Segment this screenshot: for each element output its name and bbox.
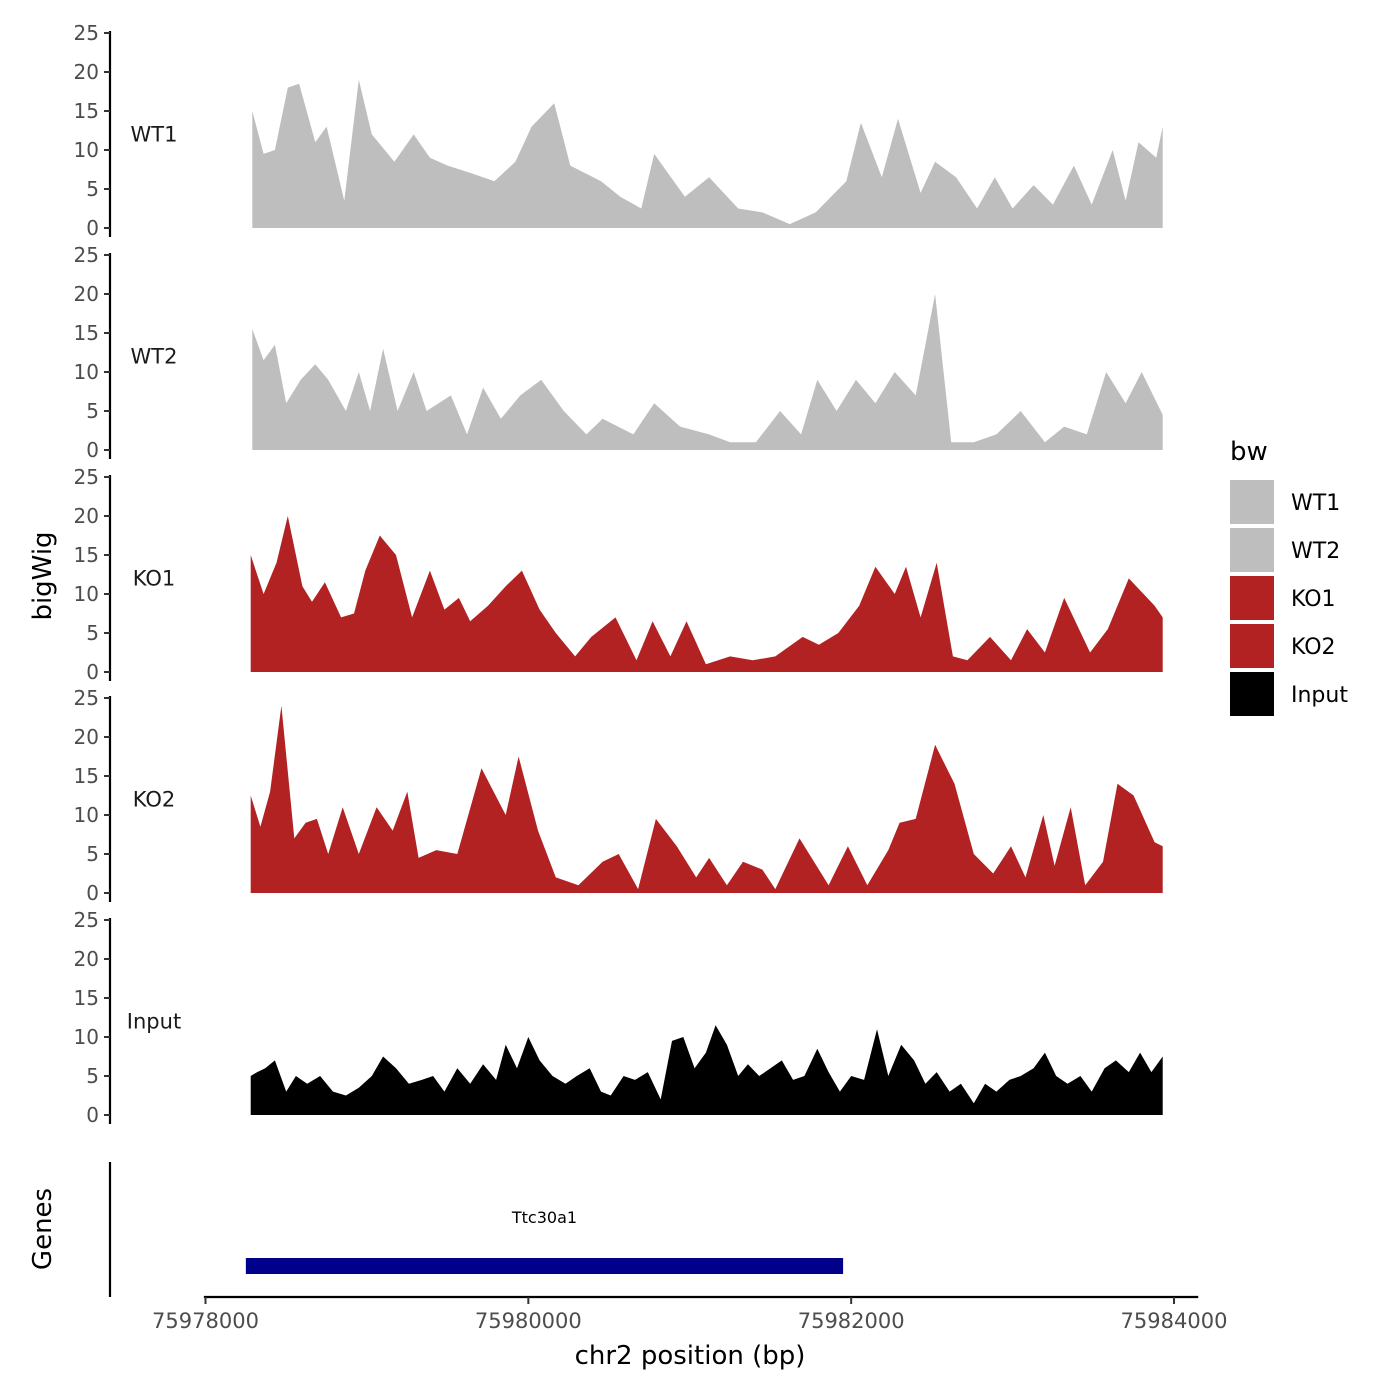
legend-label-wt2: WT2	[1291, 539, 1340, 564]
gene-ttc30a1	[245, 1258, 844, 1274]
area-wt2	[252, 294, 1163, 450]
y-tick-label: 25	[74, 686, 99, 710]
legend-title: bw	[1230, 437, 1268, 467]
legend-label-ko2: KO2	[1291, 635, 1336, 660]
area-ko2	[250, 705, 1163, 893]
y-tick-label: 10	[74, 803, 99, 827]
track-input: 0 5 10 15 20 25 Input	[74, 908, 1163, 1127]
legend-item-wt1: WT1	[1230, 480, 1340, 524]
legend-key-input	[1230, 672, 1274, 716]
legend-key-ko2	[1230, 624, 1274, 668]
legend-item-ko2: KO2	[1230, 624, 1336, 668]
y-tick-label: 10	[74, 138, 99, 162]
panel-label-ko2: KO2	[133, 787, 176, 811]
area-ko1	[250, 516, 1163, 672]
y-tick-label: 25	[74, 908, 99, 932]
y-tick-label: 20	[74, 282, 99, 306]
y-tick-label: 15	[74, 543, 99, 567]
y-tick-label: 5	[86, 399, 99, 423]
x-axis: 75978000 75980000 75982000 75984000 chr2 pos…	[152, 1295, 1228, 1371]
legend-key-wt1	[1230, 480, 1274, 524]
y-tick-label: 20	[74, 725, 99, 749]
y-tick-label: 25	[74, 465, 99, 489]
y-tick-label: 5	[86, 177, 99, 201]
gene-label-ttc30a1: Ttc30a1	[511, 1208, 577, 1227]
y-tick-label: 10	[74, 1025, 99, 1049]
y-tick-label: 0	[86, 660, 99, 684]
panel-label-wt1: WT1	[131, 122, 178, 146]
x-tick-label: 75982000	[798, 1309, 905, 1333]
y-tick-label: 5	[86, 621, 99, 645]
legend-key-ko1	[1230, 576, 1274, 620]
legend-label-input: Input	[1291, 683, 1348, 708]
signal-tracks: 0510152025WT10510152025WT20510152025KO10…	[28, 21, 1163, 1127]
x-tick-label: 75984000	[1121, 1309, 1228, 1333]
legend-item-ko1: KO1	[1230, 576, 1336, 620]
legend-label-wt1: WT1	[1291, 491, 1340, 516]
y-tick-label: 20	[74, 504, 99, 528]
legend-label-ko1: KO1	[1291, 587, 1336, 612]
y-tick-label: 0	[86, 216, 99, 240]
y-axis-title: bigWig	[28, 531, 58, 620]
y-tick-label: 0	[86, 438, 99, 462]
y-tick-label: 10	[74, 582, 99, 606]
track-ko2: 0 5 10 15 20 25 KO2	[74, 686, 1163, 905]
y-tick-label: 25	[74, 21, 99, 45]
track-ko1: 0 5 10 15 20 25 KO1	[74, 465, 1163, 684]
y-tick-label: 0	[86, 881, 99, 905]
legend-key-wt2	[1230, 528, 1274, 572]
y-tick-label: 15	[74, 986, 99, 1010]
y-tick-label: 20	[74, 60, 99, 84]
panel-label-input: Input	[127, 1009, 181, 1033]
y-tick-label: 5	[86, 842, 99, 866]
y-tick-label: 0	[86, 1103, 99, 1127]
y-tick-label: 5	[86, 1064, 99, 1088]
y-tick-label: 15	[74, 99, 99, 123]
genes-axis-title: Genes	[28, 1188, 58, 1270]
genes-track: Genes Ttc30a1	[28, 1162, 844, 1297]
x-tick-label: 75980000	[475, 1309, 582, 1333]
legend-item-wt2: WT2	[1230, 528, 1340, 572]
y-tick-label: 15	[74, 764, 99, 788]
x-tick-label: 75978000	[152, 1309, 259, 1333]
area-wt1	[252, 79, 1163, 228]
track-wt1: 0 5 10 15 20 25 WT1	[74, 21, 1163, 240]
y-tick-label: 25	[74, 243, 99, 267]
area-input	[250, 1025, 1163, 1115]
y-tick-label: 20	[74, 947, 99, 971]
panel-label-ko1: KO1	[133, 566, 176, 590]
x-axis-title: chr2 position (bp)	[575, 1341, 806, 1371]
legend: bw WT1 WT2 KO1 KO2 Input	[1230, 437, 1348, 716]
y-tick-label: 15	[74, 321, 99, 345]
panel-label-wt2: WT2	[131, 344, 178, 368]
legend-item-input: Input	[1230, 672, 1348, 716]
y-tick-label: 10	[74, 360, 99, 384]
track-wt2: 0 5 10 15 20 25 WT2	[74, 243, 1163, 462]
